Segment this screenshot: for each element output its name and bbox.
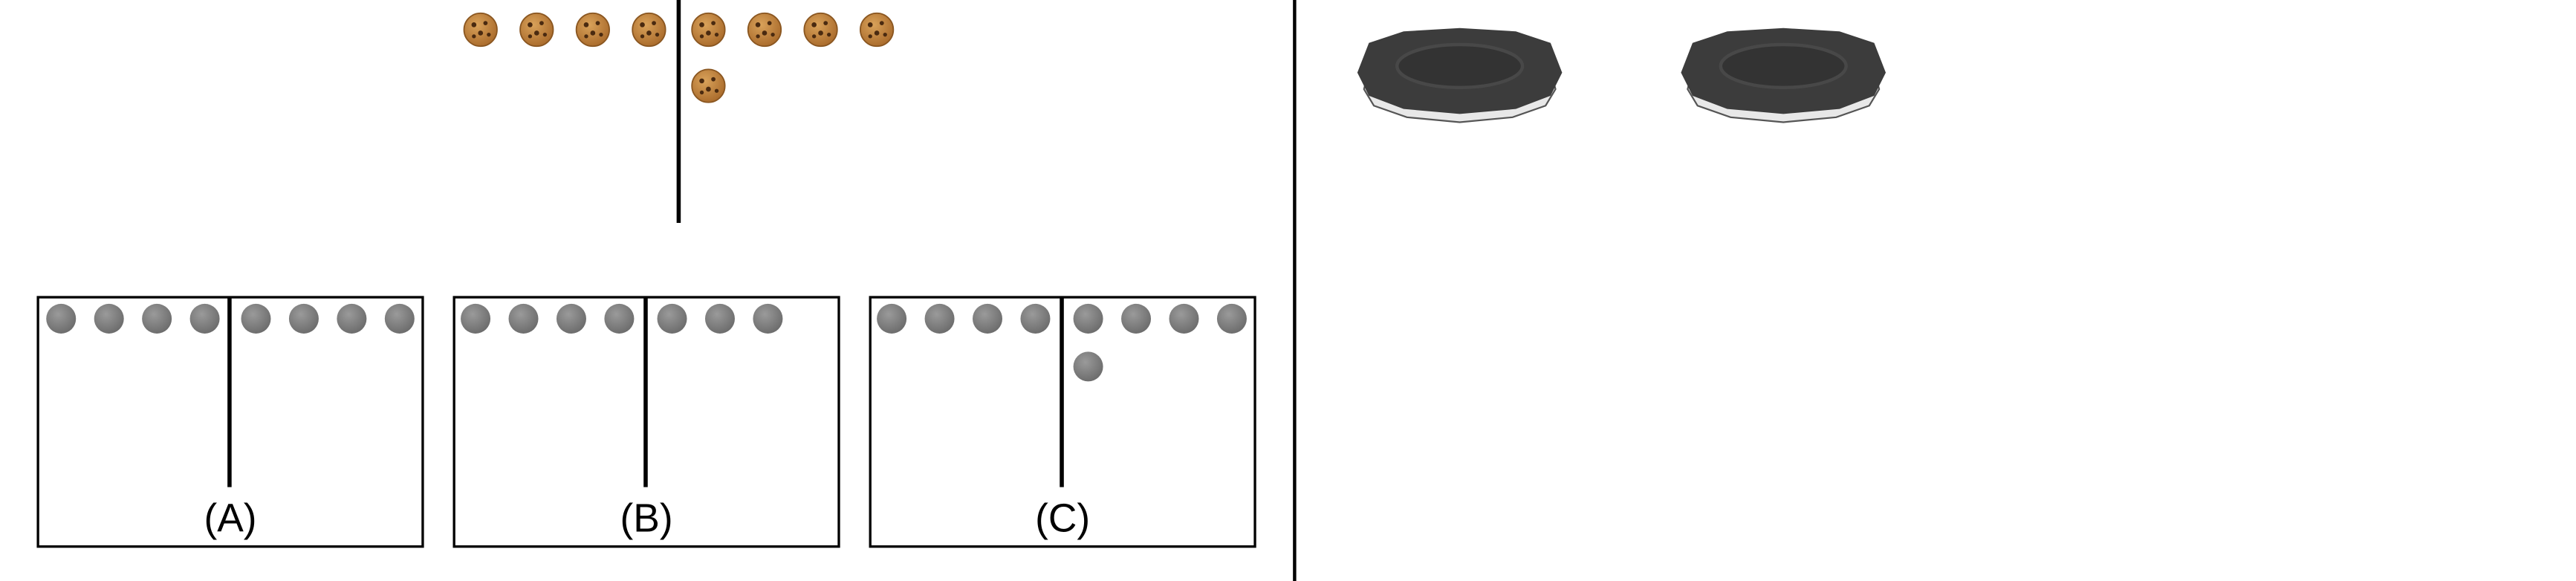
option-label: (B) (620, 497, 673, 541)
option-label: (A) (204, 497, 256, 541)
option-a[interactable]: (A) (36, 296, 424, 548)
plates (1357, 28, 1886, 123)
option-c[interactable]: (C) (869, 296, 1256, 548)
option-label: (C) (1035, 497, 1090, 541)
question (463, 0, 895, 224)
option-b[interactable]: (B) (452, 296, 840, 548)
